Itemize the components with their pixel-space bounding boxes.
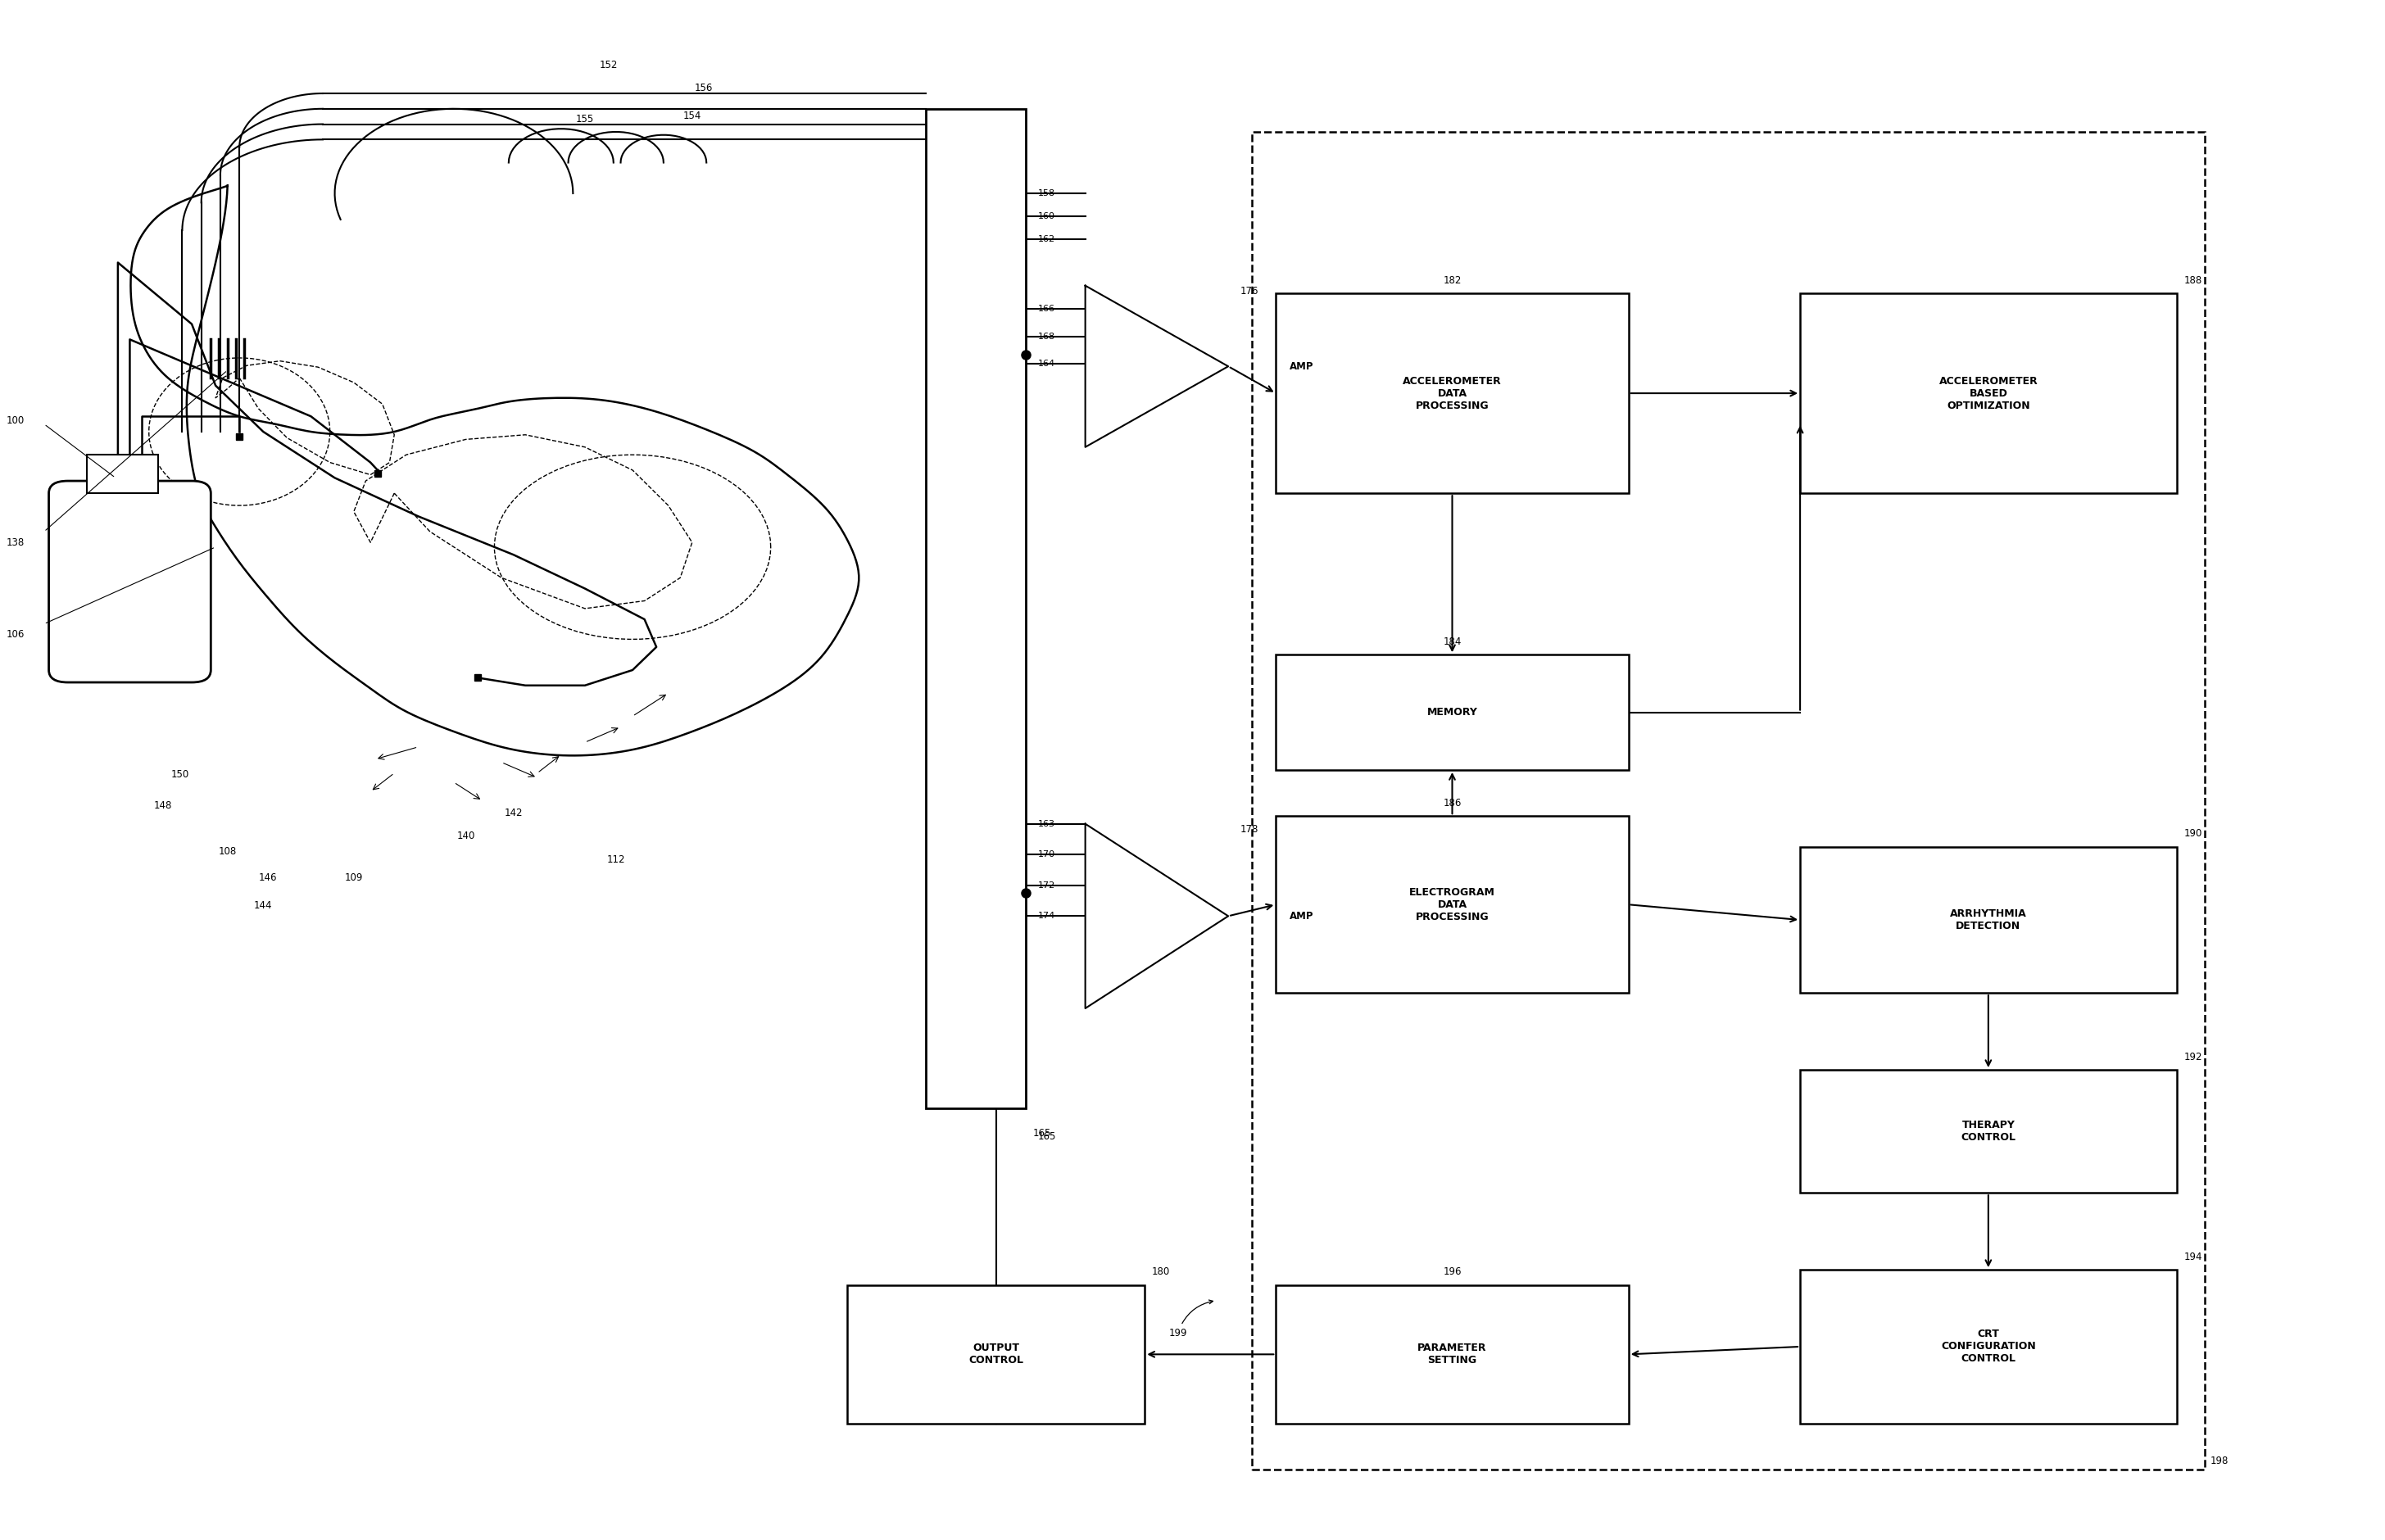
FancyBboxPatch shape bbox=[925, 109, 1026, 1109]
Text: 138: 138 bbox=[5, 537, 24, 548]
Text: 152: 152 bbox=[599, 60, 618, 71]
Text: 106: 106 bbox=[5, 630, 24, 641]
Text: 163: 163 bbox=[1037, 819, 1054, 829]
FancyBboxPatch shape bbox=[1801, 1070, 2178, 1194]
Text: 184: 184 bbox=[1443, 636, 1462, 647]
Text: 174: 174 bbox=[1037, 912, 1054, 921]
Text: ACCELEROMETER
DATA
PROCESSING: ACCELEROMETER DATA PROCESSING bbox=[1402, 376, 1503, 411]
FancyBboxPatch shape bbox=[48, 480, 210, 682]
Text: 155: 155 bbox=[575, 114, 594, 125]
Text: AMP: AMP bbox=[1290, 360, 1314, 371]
Text: 162: 162 bbox=[1037, 236, 1054, 243]
FancyBboxPatch shape bbox=[86, 454, 157, 493]
Text: 146: 146 bbox=[260, 873, 277, 882]
Text: 108: 108 bbox=[219, 847, 236, 858]
FancyBboxPatch shape bbox=[847, 1286, 1145, 1423]
Text: 166: 166 bbox=[1037, 305, 1054, 313]
FancyBboxPatch shape bbox=[1801, 293, 2178, 493]
FancyBboxPatch shape bbox=[1276, 654, 1629, 770]
Text: 144: 144 bbox=[255, 901, 272, 910]
Text: ARRHYTHMIA
DETECTION: ARRHYTHMIA DETECTION bbox=[1951, 909, 2027, 932]
Text: MEMORY: MEMORY bbox=[1426, 707, 1479, 718]
Text: 165: 165 bbox=[1033, 1127, 1052, 1138]
Text: 109: 109 bbox=[343, 873, 363, 882]
FancyBboxPatch shape bbox=[1801, 1270, 2178, 1423]
FancyBboxPatch shape bbox=[1276, 293, 1629, 493]
Text: 160: 160 bbox=[1037, 213, 1054, 220]
Text: 180: 180 bbox=[1152, 1267, 1171, 1278]
Text: 188: 188 bbox=[2185, 276, 2201, 285]
Text: 112: 112 bbox=[606, 855, 625, 865]
Text: CRT
CONFIGURATION
CONTROL: CRT CONFIGURATION CONTROL bbox=[1941, 1329, 2037, 1364]
Text: 100: 100 bbox=[5, 416, 24, 427]
Text: 186: 186 bbox=[1443, 798, 1462, 808]
Text: 156: 156 bbox=[694, 83, 713, 94]
Text: 196: 196 bbox=[1443, 1267, 1462, 1278]
Text: 176: 176 bbox=[1240, 285, 1259, 296]
Text: 154: 154 bbox=[682, 111, 701, 122]
Text: 142: 142 bbox=[503, 808, 522, 819]
Text: 172: 172 bbox=[1037, 881, 1054, 890]
Text: 198: 198 bbox=[2211, 1455, 2228, 1466]
Text: 148: 148 bbox=[155, 801, 172, 812]
Text: 182: 182 bbox=[1443, 276, 1462, 285]
Text: 199: 199 bbox=[1169, 1300, 1214, 1338]
Text: ELECTROGRAM
DATA
PROCESSING: ELECTROGRAM DATA PROCESSING bbox=[1410, 887, 1495, 922]
Text: 170: 170 bbox=[1037, 850, 1054, 859]
Text: 158: 158 bbox=[1037, 189, 1054, 197]
FancyBboxPatch shape bbox=[1276, 1286, 1629, 1423]
Text: THERAPY
CONTROL: THERAPY CONTROL bbox=[1960, 1120, 2015, 1143]
Polygon shape bbox=[1085, 824, 1228, 1009]
Text: 164: 164 bbox=[1037, 360, 1054, 368]
Text: 190: 190 bbox=[2185, 829, 2201, 839]
Text: 165: 165 bbox=[1037, 1132, 1057, 1143]
Polygon shape bbox=[1085, 285, 1228, 447]
Text: 178: 178 bbox=[1240, 824, 1259, 835]
Text: 194: 194 bbox=[2185, 1252, 2201, 1263]
Text: PARAMETER
SETTING: PARAMETER SETTING bbox=[1417, 1343, 1486, 1366]
FancyBboxPatch shape bbox=[1276, 816, 1629, 993]
Text: 140: 140 bbox=[456, 832, 475, 842]
Text: 168: 168 bbox=[1037, 333, 1054, 340]
Text: OUTPUT
CONTROL: OUTPUT CONTROL bbox=[968, 1343, 1023, 1366]
Text: ACCELEROMETER
BASED
OPTIMIZATION: ACCELEROMETER BASED OPTIMIZATION bbox=[1939, 376, 2037, 411]
Text: AMP: AMP bbox=[1290, 910, 1314, 921]
Text: 150: 150 bbox=[172, 770, 188, 781]
Text: 192: 192 bbox=[2185, 1052, 2201, 1063]
FancyBboxPatch shape bbox=[1801, 847, 2178, 993]
